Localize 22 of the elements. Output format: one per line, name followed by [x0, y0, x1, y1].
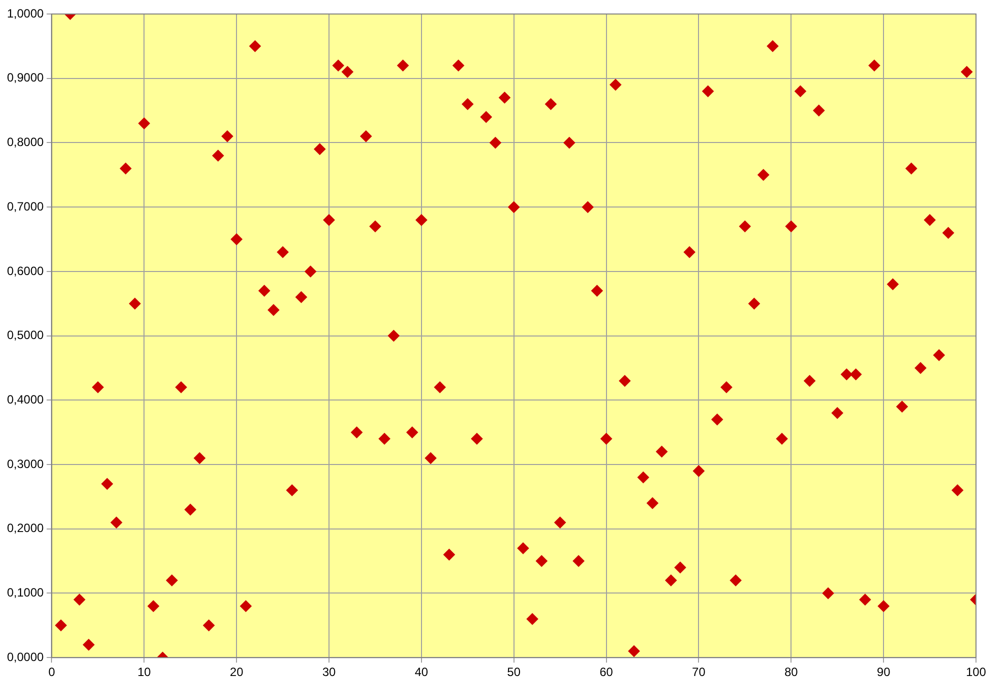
y-tick-label: 0,9000: [7, 70, 44, 85]
y-tick-label: 0,3000: [7, 456, 44, 471]
y-tick-label: 0,1000: [7, 586, 44, 600]
x-tick-label: 70: [692, 665, 706, 680]
x-tick-label: 90: [876, 665, 891, 680]
y-tick-label: 0,8000: [7, 135, 44, 150]
x-tick-label: 30: [322, 665, 336, 680]
y-tick-label: 0,5000: [7, 328, 44, 342]
x-tick-label: 80: [784, 665, 798, 680]
y-tick-label: 0,0000: [7, 650, 44, 664]
y-tick-label: 0,2000: [7, 521, 44, 536]
x-tick-label: 0: [48, 665, 56, 680]
x-tick-label: 60: [600, 665, 614, 680]
y-tick-label: 1,0000: [7, 6, 44, 20]
y-tick-label: 0,4000: [7, 392, 44, 406]
x-tick-label: 10: [137, 665, 152, 680]
x-tick-label: 100: [966, 665, 986, 680]
y-tick-label: 0,7000: [7, 199, 44, 214]
x-tick-label: 20: [230, 665, 244, 680]
y-tick-label: 0,6000: [7, 264, 44, 278]
x-tick-label: 40: [414, 665, 428, 680]
x-tick-label: 50: [507, 665, 521, 680]
